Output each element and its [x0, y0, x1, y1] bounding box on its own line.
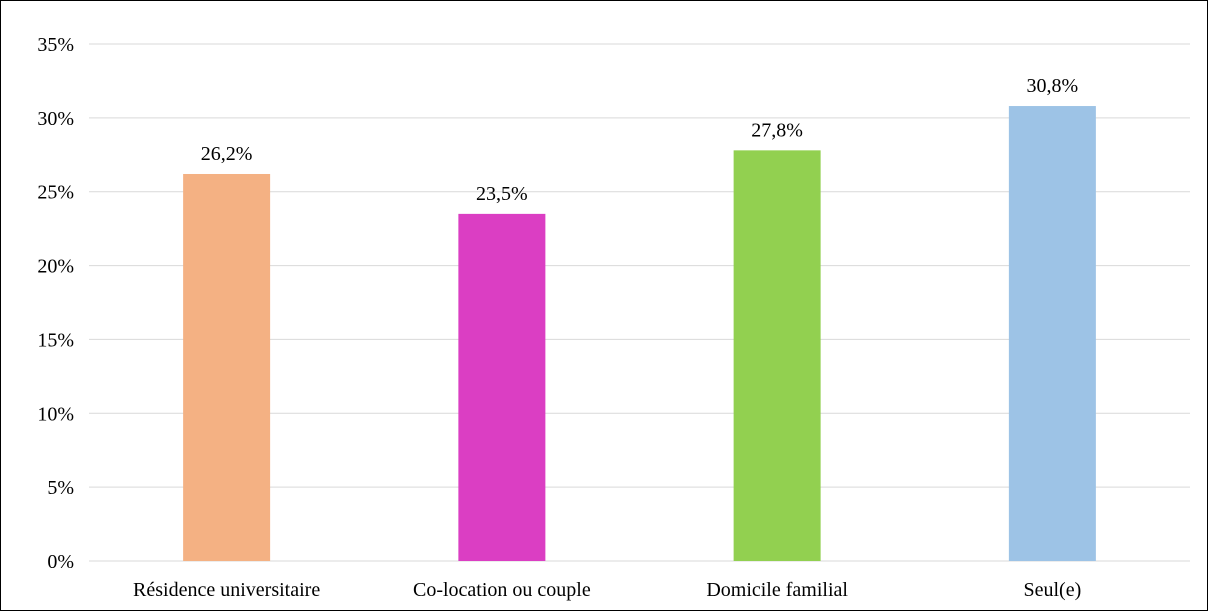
data-labels: 26,2% 23,5% 27,8% 30,8%: [201, 75, 1078, 205]
bar: [1008, 106, 1096, 561]
x-axis-category-labels: Résidence universitaire Co-location ou co…: [133, 579, 1081, 601]
data-label: 26,2%: [201, 143, 253, 165]
data-label: 23,5%: [476, 183, 528, 205]
x-category-label: Résidence universitaire: [133, 579, 320, 601]
bar: [183, 173, 271, 561]
gridlines: [89, 43, 1190, 562]
y-tick-label: 20%: [37, 256, 74, 278]
y-axis-tick-labels: 0% 5% 10% 15% 20% 25% 30% 35%: [37, 34, 74, 573]
y-tick-label: 15%: [37, 329, 74, 351]
y-tick-label: 35%: [37, 34, 74, 56]
x-category-label: Co-location ou couple: [413, 579, 591, 601]
data-label: 27,8%: [751, 119, 803, 141]
y-tick-label: 30%: [37, 108, 74, 130]
bar: [458, 213, 546, 561]
bar: [733, 150, 821, 561]
y-tick-label: 25%: [37, 182, 74, 204]
y-tick-label: 10%: [37, 403, 74, 425]
bars: [183, 106, 1096, 561]
y-tick-label: 0%: [47, 551, 74, 573]
y-tick-label: 5%: [47, 477, 74, 499]
data-label: 30,8%: [1027, 75, 1079, 97]
x-category-label: Seul(e): [1023, 579, 1081, 601]
x-category-label: Domicile familial: [706, 579, 848, 601]
